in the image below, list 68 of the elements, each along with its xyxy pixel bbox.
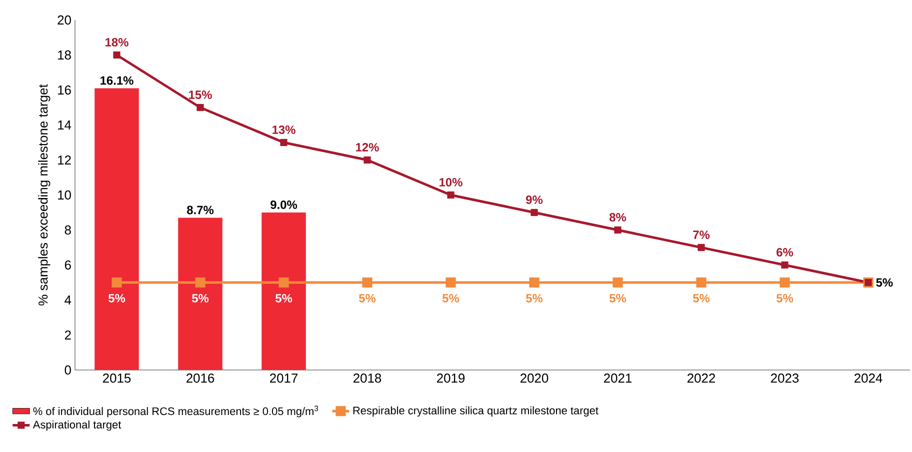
data-label: 5% [275,294,292,302]
data-label: 13% [272,126,296,134]
y-tick-label: 8 [64,225,71,235]
data-label: 10% [440,178,462,186]
data-label: 5% [358,294,376,302]
point [612,277,623,288]
legend-label: % of individual personal RCS measurements ≥ 0.05 mg/m$^{3}$ [33,406,318,418]
point [362,277,372,288]
point [614,226,622,234]
y-tick-label: 12 [58,155,71,165]
data-label: 5% [692,294,710,302]
bar [262,212,306,370]
point [280,138,288,146]
point [364,156,371,164]
y-tick-label: 16 [58,85,71,95]
data-label: 5% [609,294,626,302]
data-label: 15% [189,90,212,99]
y-tick-label: 20 [58,15,71,25]
data-label: 18% [106,38,128,46]
data-label: 5% [526,294,543,302]
x-tick-label: 2023 [771,374,799,383]
x-tick-label: 2022 [688,374,716,383]
y-tick-label: 2 [64,330,71,340]
legend-label: Respirable crystalline silica quartz milestone target [353,406,598,417]
point [112,277,122,288]
bar [178,218,222,370]
x-tick-label: 2021 [604,374,632,383]
y-tick-label: 18 [58,50,71,60]
x-tick-label: 2017 [270,374,298,383]
data-label: 5% [192,294,209,302]
x-tick-label: 2024 [854,374,882,383]
y-tick-label: 0 [64,365,71,375]
x-tick-label: 2020 [520,374,548,383]
x-tick-label: 2019 [437,374,465,383]
x-tick-label: 2015 [103,374,131,383]
y-tick-label: 6 [64,260,71,270]
point [696,277,706,288]
bar [94,88,139,370]
y-tick-label: 4 [64,296,72,304]
data-label: 12% [356,143,379,152]
data-label: 6% [776,248,794,256]
x-tick-label: 2016 [186,374,214,383]
point [780,277,790,288]
data-label: 7% [693,230,710,239]
data-label: 5% [442,294,460,302]
point [113,51,120,59]
data-label: 8% [609,213,626,222]
point [278,277,289,288]
point [529,277,540,288]
y-tick-label: 14 [58,120,72,130]
point [446,277,456,288]
data-label: 5% [108,294,126,302]
point [196,104,204,112]
y-tick-label: 10 [58,190,71,200]
point [698,244,705,252]
data-label: 5% [776,294,794,302]
data-label: 8.7% [187,206,214,214]
data-label: 9% [526,196,543,204]
point [530,208,538,216]
point [447,191,454,199]
legend-label: Aspirational target [32,420,122,431]
data-label: 5% [876,278,893,287]
data-label: 9.0% [270,200,298,209]
data-label: 16.1% [100,76,134,85]
x-tick-label: 2018 [354,374,382,383]
point [781,261,788,269]
point [195,277,206,288]
y-axis-title: % samples exceeding milestone target [38,84,50,306]
